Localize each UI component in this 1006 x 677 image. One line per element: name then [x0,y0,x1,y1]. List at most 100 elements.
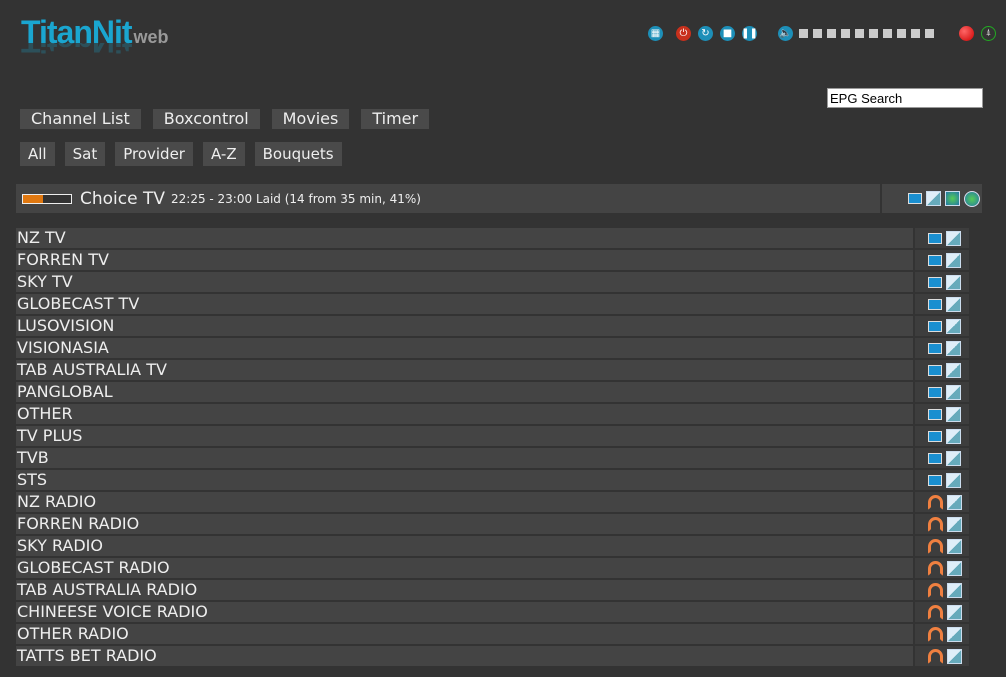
tv-icon[interactable] [928,276,942,288]
volume-icon[interactable]: 🔈 [778,26,793,41]
epg-icon[interactable] [946,384,961,400]
tv-icon[interactable] [928,254,942,266]
bouquet-actions [915,228,969,250]
tv-icon[interactable] [928,430,942,442]
radio-icon[interactable] [928,560,943,576]
nav-boxcontrol[interactable]: Boxcontrol [152,109,260,129]
radio-icon[interactable] [928,538,943,554]
volume-step[interactable] [841,29,850,38]
bouquet-name[interactable]: LUSOVISION [16,316,913,338]
tv-icon[interactable] [928,408,942,420]
epg-icon[interactable] [946,362,961,378]
epg-icon[interactable] [926,191,941,206]
tv-icon[interactable] [928,298,942,310]
epg-icon[interactable] [946,274,961,290]
bouquet-name[interactable]: TATTS BET RADIO [16,646,913,668]
bouquet-name[interactable]: FORREN TV [16,250,913,272]
radio-icon[interactable] [928,648,943,664]
bouquet-actions [915,272,969,294]
record-icon[interactable] [959,26,974,41]
bouquet-actions [915,536,969,558]
nav-timer[interactable]: Timer [361,109,430,129]
bouquet-name[interactable]: PANGLOBAL [16,382,913,404]
pause-icon[interactable]: ❚❚ [741,26,758,41]
signal-icon[interactable]: ⍋ [981,26,996,41]
volume-step[interactable] [911,29,920,38]
stop-icon[interactable]: ■ [720,26,735,41]
tv-icon[interactable] [928,364,942,376]
bouquet-actions [915,492,969,514]
filter-provider[interactable]: Provider [115,142,193,166]
epg-icon[interactable] [947,516,962,532]
stream-tv-icon[interactable] [908,193,922,204]
tv-icon[interactable] [928,342,942,354]
single-epg-icon[interactable] [945,191,960,206]
tv-icon[interactable] [928,386,942,398]
filter-a-z[interactable]: A-Z [202,142,245,166]
tv-icon[interactable] [928,320,942,332]
bouquet-name[interactable]: OTHER RADIO [16,624,913,646]
filter-bouquets[interactable]: Bouquets [254,142,342,166]
restart-icon[interactable]: ↻ [698,26,713,41]
volume-step[interactable] [799,29,808,38]
filter-all[interactable]: All [20,142,55,166]
radio-icon[interactable] [928,604,943,620]
epg-icon[interactable] [947,648,962,664]
epg-icon[interactable] [946,450,961,466]
epg-icon[interactable] [947,626,962,642]
web-stream-icon[interactable] [964,190,980,207]
tv-icon[interactable] [928,474,942,486]
bouquet-name[interactable]: TVB [16,448,913,470]
volume-step[interactable] [813,29,822,38]
epg-icon[interactable] [947,494,962,510]
volume-step[interactable] [827,29,836,38]
tv-icon[interactable] [928,232,942,244]
epg-icon[interactable] [946,230,961,246]
epg-icon[interactable] [946,406,961,422]
power-icon[interactable]: ⏻ [676,26,691,41]
bouquet-name[interactable]: GLOBECAST RADIO [16,558,913,580]
epg-icon[interactable] [946,340,961,356]
bouquet-row: TAB AUSTRALIA TV [16,360,969,382]
bouquet-list: NZ TV FORREN TV SKY TV GLOBECAST TV LUSO… [16,228,969,668]
remote-icon[interactable]: ▦ [648,26,663,41]
bouquet-name[interactable]: NZ TV [16,228,913,250]
bouquet-name[interactable]: TV PLUS [16,426,913,448]
epg-icon[interactable] [947,582,962,598]
epg-icon[interactable] [946,318,961,334]
bouquet-name[interactable]: CHINEESE VOICE RADIO [16,602,913,624]
radio-icon[interactable] [928,494,943,510]
bouquet-name[interactable]: TAB AUSTRALIA RADIO [16,580,913,602]
bouquet-name[interactable]: NZ RADIO [16,492,913,514]
radio-icon[interactable] [928,626,943,642]
epg-icon[interactable] [947,538,962,554]
bouquet-name[interactable]: SKY RADIO [16,536,913,558]
volume-step[interactable] [897,29,906,38]
bouquet-name[interactable]: TAB AUSTRALIA TV [16,360,913,382]
epg-icon[interactable] [946,252,961,268]
epg-search-input[interactable] [827,88,983,108]
epg-icon[interactable] [947,604,962,620]
volume-step[interactable] [925,29,934,38]
nav-movies[interactable]: Movies [271,109,350,129]
volume-slider[interactable] [799,29,939,38]
bouquet-name[interactable]: OTHER [16,404,913,426]
volume-step[interactable] [869,29,878,38]
radio-icon[interactable] [928,582,943,598]
radio-icon[interactable] [928,516,943,532]
bouquet-name[interactable]: GLOBECAST TV [16,294,913,316]
tv-icon[interactable] [928,452,942,464]
epg-icon[interactable] [946,296,961,312]
epg-icon[interactable] [946,428,961,444]
filter-sat[interactable]: Sat [64,142,106,166]
nav-channel-list[interactable]: Channel List [20,109,141,129]
volume-step[interactable] [883,29,892,38]
epg-icon[interactable] [946,472,961,488]
epg-icon[interactable] [947,560,962,576]
bouquet-name[interactable]: SKY TV [16,272,913,294]
bouquet-name[interactable]: STS [16,470,913,492]
bouquet-name[interactable]: FORREN RADIO [16,514,913,536]
bouquet-name[interactable]: VISIONASIA [16,338,913,360]
volume-step[interactable] [855,29,864,38]
now-playing-bar: Choice TV 22:25 - 23:00 Laid (14 from 35… [16,184,880,213]
